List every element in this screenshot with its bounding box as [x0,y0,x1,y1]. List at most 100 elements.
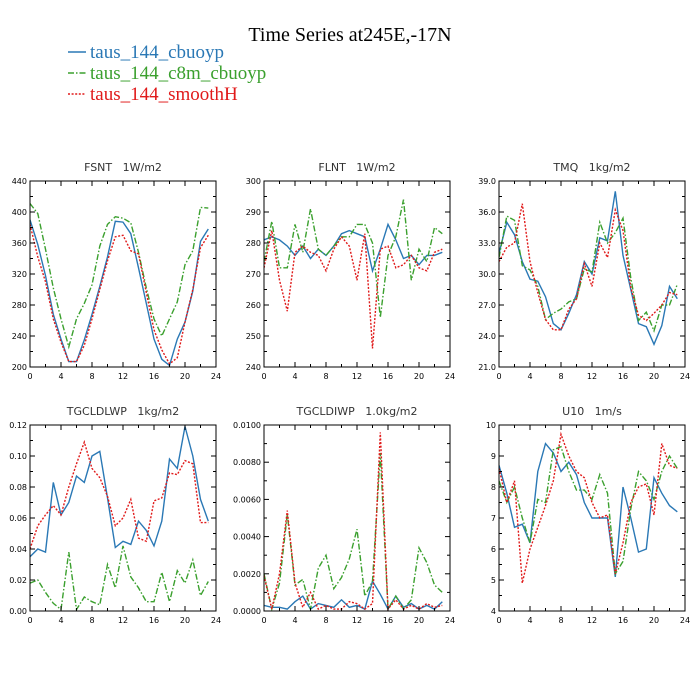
chart-panel: TGCLDLWP 1kg/m2 0 4 8 12 16 20 24 0.00 0.02 0.04 0.… [9,405,221,625]
x-tick-label: 16 [149,372,159,381]
y-tick-label: 250 [246,332,261,341]
series-line [499,203,678,331]
y-tick-label: 5 [491,576,496,585]
y-tick-label: 0.0080 [233,458,261,467]
y-tick-label: 8 [491,483,496,492]
y-tick-label: 0.02 [9,576,27,585]
legend-label: taus_144_smoothH [90,84,238,105]
panel-grid: FSNT 1W/m20 4 8 12 16 20 242002402803203604004… [9,161,690,625]
x-tick-label: 16 [383,616,393,625]
x-tick-label: 20 [649,616,659,625]
y-tick-label: 0.10 [9,452,27,461]
x-tick-label: 8 [89,372,94,381]
panel-title: FLNT 1W/m2 [318,161,395,174]
series-line [264,222,443,274]
y-tick-label: 0.04 [9,545,27,554]
legend-label: taus_144_c8m_cbuoyp [90,63,266,84]
panel-title: TGCLDIWP 1.0kg/m2 [295,405,417,418]
y-tick-label: 21.0 [478,363,496,372]
y-tick-label: 320 [12,270,27,279]
panel-title: FSNT 1W/m2 [84,161,162,174]
x-tick-label: 4 [58,616,63,625]
y-tick-label: 4 [491,607,496,616]
panel-title: TMQ 1kg/m2 [552,161,630,174]
x-tick-label: 16 [618,616,628,625]
x-tick-label: 16 [149,616,159,625]
x-tick-label: 20 [180,372,190,381]
y-tick-label: 300 [246,177,261,186]
x-tick-label: 12 [352,372,362,381]
x-tick-label: 24 [211,616,221,625]
y-tick-label: 0.00 [9,607,27,616]
y-tick-label: 27.0 [478,301,496,310]
y-tick-label: 200 [12,363,27,372]
y-tick-label: 360 [12,239,27,248]
series-line [264,199,443,318]
y-tick-label: 39.0 [478,177,496,186]
series-line [264,230,443,349]
series-line [499,445,678,576]
x-tick-label: 16 [383,372,393,381]
x-tick-label: 4 [292,372,297,381]
x-tick-label: 0 [261,372,266,381]
series-line [264,452,443,611]
series-line [499,191,678,347]
x-tick-label: 0 [27,372,32,381]
series-line [499,215,678,333]
chart-panel: TMQ 1kg/m2 0 4 8 12 16 20 24 21.0 24.0 27.0 30.0 33.… [478,161,690,381]
x-tick-label: 4 [527,616,532,625]
plot-frame [29,424,217,612]
plot-frame [263,180,451,368]
y-tick-label: 6 [491,545,496,554]
y-tick-label: 0.0040 [233,533,261,542]
x-tick-label: 8 [558,616,563,625]
y-tick-label: 0.06 [9,514,27,523]
x-tick-label: 8 [323,372,328,381]
y-tick-label: 24.0 [478,332,496,341]
y-tick-label: 440 [12,177,27,186]
series-line [264,579,443,611]
x-tick-label: 4 [58,372,63,381]
x-tick-label: 4 [292,616,297,625]
y-tick-label: 0.0060 [233,495,261,504]
chart-panel: FLNT 1W/m2 0 4 8 12 16 20 24 240 250 260 270 280 290 3… [246,161,455,381]
x-tick-label: 20 [649,372,659,381]
x-tick-label: 20 [180,616,190,625]
series-line [30,439,209,550]
x-tick-label: 20 [414,372,424,381]
legend-label: taus_144_cbuoyp [90,42,224,63]
series-line [30,426,209,558]
chart-panel: TGCLDIWP 1.0kg/m2 0 4 8 12 16 20 24 0.0000 0.0020… [233,405,455,625]
x-tick-label: 24 [680,616,690,625]
chart-panel: FSNT 1W/m2 0 4 8 12 16 20 24 200 240 280 320 360 400 4… [12,161,221,381]
y-tick-label: 280 [12,301,27,310]
x-tick-label: 12 [118,616,128,625]
y-tick-label: 280 [246,239,261,248]
legend-entry: taus_144_cbuoyp [68,42,224,63]
x-tick-label: 24 [680,372,690,381]
x-tick-label: 0 [261,616,266,625]
series-line [30,545,209,611]
x-tick-label: 0 [496,372,501,381]
x-tick-label: 12 [352,616,362,625]
y-tick-label: 240 [246,363,261,372]
y-tick-label: 0.0100 [233,421,261,430]
x-tick-label: 0 [496,616,501,625]
series-line [30,224,209,365]
plot-frame [263,424,451,612]
x-tick-label: 12 [587,372,597,381]
figure-title: Time Series at245E,-17N [248,24,451,46]
legend-entry: taus_144_smoothH [68,84,238,105]
y-tick-label: 0.08 [9,483,27,492]
x-tick-label: 0 [27,616,32,625]
x-tick-label: 12 [118,372,128,381]
series-line [30,219,209,367]
x-tick-label: 8 [89,616,94,625]
y-tick-label: 0.12 [9,421,27,430]
series-line [499,431,678,584]
y-tick-label: 10 [486,421,496,430]
y-tick-label: 290 [246,208,261,217]
x-tick-label: 20 [414,616,424,625]
